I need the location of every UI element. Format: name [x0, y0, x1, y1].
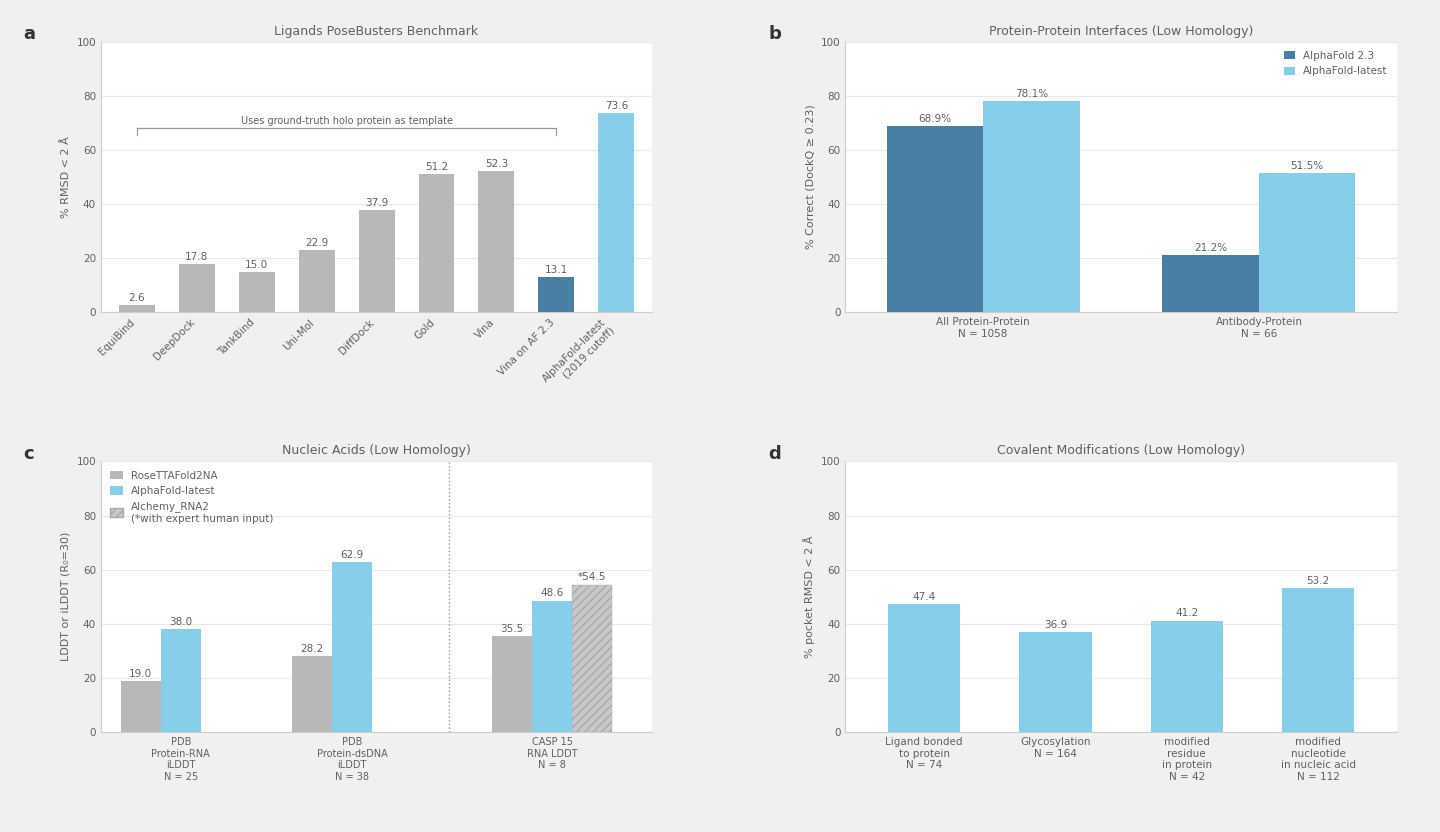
Bar [292, 656, 333, 732]
Text: 17.8: 17.8 [186, 252, 209, 262]
Text: 35.5: 35.5 [501, 624, 524, 634]
Bar [359, 210, 395, 312]
Text: Uses ground-truth holo protein as template: Uses ground-truth holo protein as templa… [240, 116, 452, 126]
Bar [1259, 173, 1355, 312]
Title: Ligands PoseBusters Benchmark: Ligands PoseBusters Benchmark [275, 25, 478, 37]
Bar [984, 101, 1080, 312]
Text: 78.1%: 78.1% [1015, 89, 1048, 99]
Text: 13.1: 13.1 [544, 265, 567, 275]
Bar [118, 305, 154, 312]
Title: Covalent Modifications (Low Homology): Covalent Modifications (Low Homology) [996, 444, 1246, 458]
Bar [1162, 255, 1259, 312]
Bar [533, 601, 572, 732]
Bar [888, 604, 960, 732]
Legend: RoseTTAFold2NA, AlphaFold-latest, Alchemy_RNA2
(*with expert human input): RoseTTAFold2NA, AlphaFold-latest, Alchem… [107, 467, 278, 527]
Title: Nucleic Acids (Low Homology): Nucleic Acids (Low Homology) [282, 444, 471, 458]
Text: 19.0: 19.0 [130, 669, 153, 679]
Text: 51.2: 51.2 [425, 161, 448, 171]
Bar [298, 250, 334, 312]
Text: 47.4: 47.4 [913, 592, 936, 602]
Text: 53.2: 53.2 [1306, 576, 1329, 586]
Text: 2.6: 2.6 [128, 293, 145, 303]
Bar [1020, 632, 1092, 732]
Y-axis label: % Correct (DockQ ≥ 0.23): % Correct (DockQ ≥ 0.23) [805, 105, 815, 250]
Bar [539, 277, 575, 312]
Text: 52.3: 52.3 [485, 159, 508, 169]
Text: 48.6: 48.6 [540, 588, 564, 598]
Bar [478, 171, 514, 312]
Y-axis label: % pocket RMSD < 2 Å: % pocket RMSD < 2 Å [804, 536, 815, 658]
Bar [161, 629, 200, 732]
Text: 15.0: 15.0 [245, 260, 268, 270]
Bar [1282, 588, 1354, 732]
Bar [492, 636, 533, 732]
Text: 22.9: 22.9 [305, 238, 328, 248]
Text: a: a [23, 25, 36, 43]
Text: c: c [23, 445, 35, 463]
Bar [239, 272, 275, 312]
Text: 41.2: 41.2 [1175, 608, 1198, 618]
Text: 36.9: 36.9 [1044, 620, 1067, 630]
Text: b: b [768, 25, 780, 43]
Bar [887, 126, 984, 312]
Text: 68.9%: 68.9% [919, 114, 952, 124]
Text: 37.9: 37.9 [364, 198, 389, 208]
Bar [1151, 621, 1223, 732]
Bar [599, 113, 634, 312]
Bar [179, 265, 215, 312]
Bar [419, 174, 455, 312]
Text: 28.2: 28.2 [301, 644, 324, 654]
Bar [572, 585, 612, 732]
Legend: AlphaFold 2.3, AlphaFold-latest: AlphaFold 2.3, AlphaFold-latest [1280, 47, 1391, 81]
Bar [121, 681, 161, 732]
Title: Protein-Protein Interfaces (Low Homology): Protein-Protein Interfaces (Low Homology… [989, 25, 1253, 37]
Text: *54.5: *54.5 [577, 572, 606, 582]
Bar [333, 562, 373, 732]
Text: 38.0: 38.0 [170, 617, 193, 627]
Text: 62.9: 62.9 [341, 550, 364, 560]
Y-axis label: % RMSD < 2 Å: % RMSD < 2 Å [60, 136, 71, 218]
Text: d: d [768, 445, 780, 463]
Text: 21.2%: 21.2% [1194, 243, 1227, 253]
Text: 73.6: 73.6 [605, 101, 628, 111]
Y-axis label: LDDT or iLDDT (R₀=30): LDDT or iLDDT (R₀=30) [60, 532, 71, 661]
Text: 51.5%: 51.5% [1290, 161, 1323, 171]
